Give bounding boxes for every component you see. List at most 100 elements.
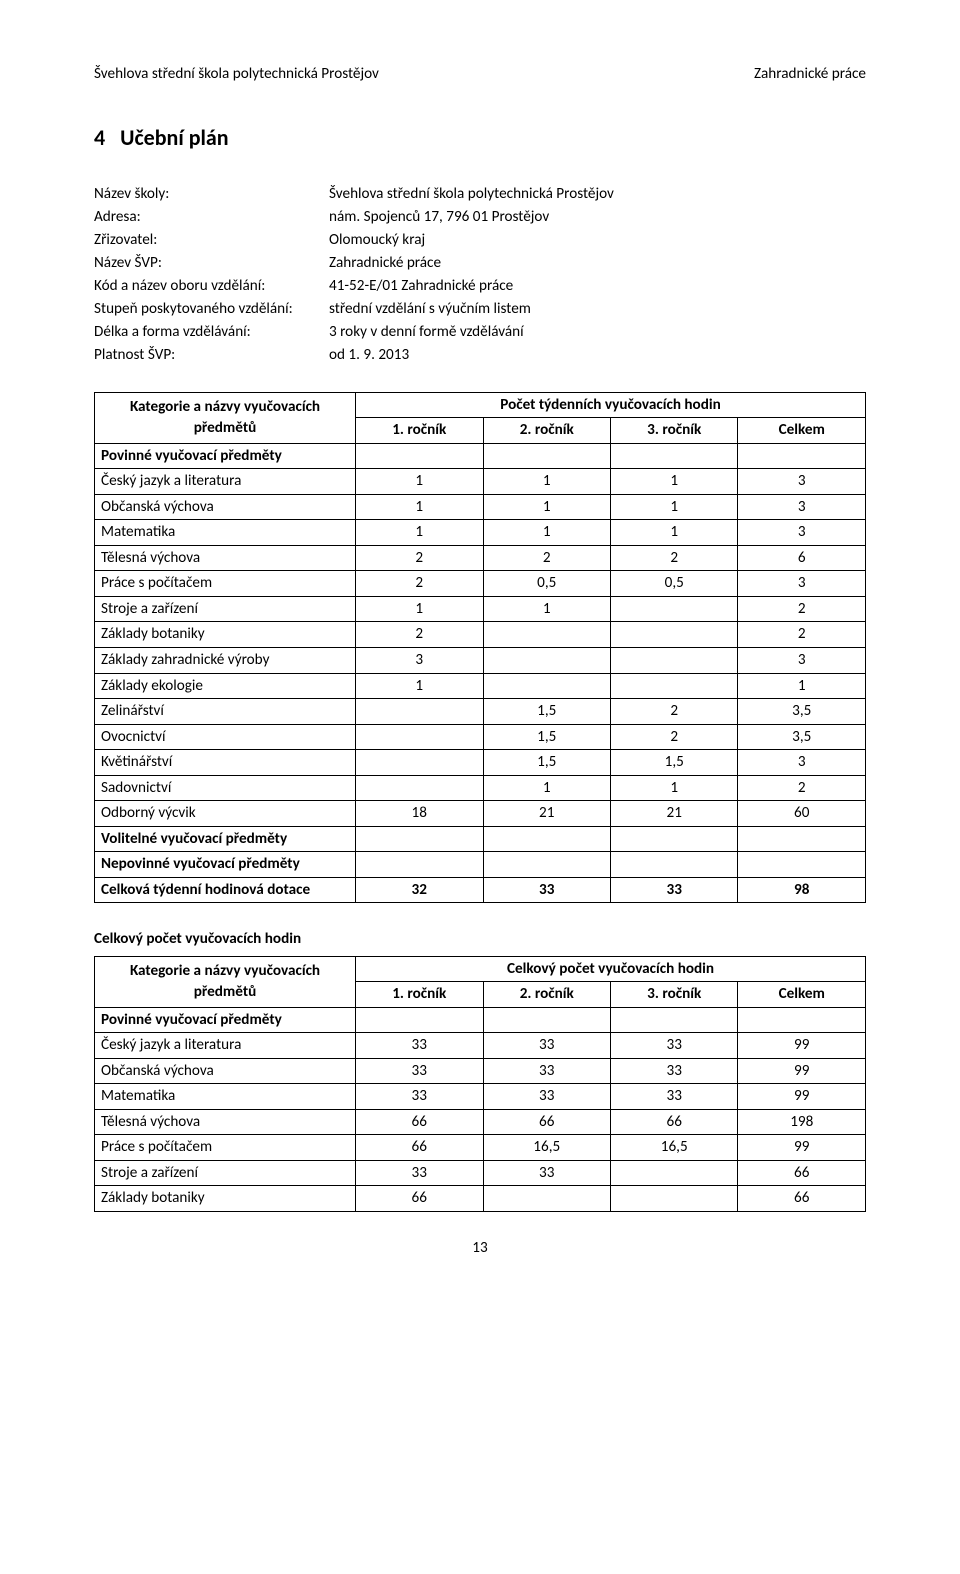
- table-row: Český jazyk a literatura33333399: [95, 1033, 866, 1059]
- row-label: Odborný výcvik: [95, 801, 356, 827]
- row-label: Občanská výchova: [95, 1058, 356, 1084]
- meta-value: 41-52-E/01 Zahradnické práce: [329, 276, 866, 297]
- row-cell: 1: [483, 469, 610, 495]
- table-row: Tělesná výchova2226: [95, 545, 866, 571]
- weekly-hours-table-column-header: 3. ročník: [610, 418, 737, 444]
- meta-value: Olomoucký kraj: [329, 230, 866, 251]
- row-cell: [738, 443, 866, 469]
- row-cell: [610, 596, 737, 622]
- meta-value: nám. Spojenců 17, 796 01 Prostějov: [329, 207, 866, 228]
- table-row: Stroje a zařízení333366: [95, 1160, 866, 1186]
- row-cell: 66: [483, 1109, 610, 1135]
- row-cell: 0,5: [610, 571, 737, 597]
- total-hours-table-heading-right: Celkový počet vyučovacích hodin: [356, 956, 866, 982]
- row-cell: 1,5: [610, 750, 737, 776]
- row-cell: 1: [356, 596, 483, 622]
- row-label: Český jazyk a literatura: [95, 1033, 356, 1059]
- row-cell: 33: [483, 1033, 610, 1059]
- row-cell: [483, 1007, 610, 1033]
- table-row: Tělesná výchova666666198: [95, 1109, 866, 1135]
- row-cell: 1: [610, 469, 737, 495]
- row-label: Základy botaniky: [95, 622, 356, 648]
- section-name: Učební plán: [120, 124, 229, 151]
- row-cell: [610, 1186, 737, 1212]
- row-cell: [356, 750, 483, 776]
- meta-value: Švehlova střední škola polytechnická Pro…: [329, 184, 866, 205]
- row-label: Ovocnictví: [95, 724, 356, 750]
- row-cell: 99: [738, 1135, 866, 1161]
- row-cell: 3,5: [738, 699, 866, 725]
- row-cell: 33: [483, 1058, 610, 1084]
- row-cell: 33: [610, 1033, 737, 1059]
- meta-label: Zřizovatel:: [94, 230, 329, 251]
- row-cell: [738, 852, 866, 878]
- row-cell: 66: [738, 1186, 866, 1212]
- row-cell: [610, 673, 737, 699]
- row-cell: [610, 826, 737, 852]
- weekly-hours-table-heading-left: Kategorie a názvy vyučovacích předmětů: [95, 392, 356, 443]
- meta-label: Název školy:: [94, 184, 329, 205]
- table-row: Povinné vyučovací předměty: [95, 1007, 866, 1033]
- meta-label: Adresa:: [94, 207, 329, 228]
- row-cell: 1: [610, 520, 737, 546]
- row-cell: 2: [610, 724, 737, 750]
- row-cell: 66: [356, 1135, 483, 1161]
- table-row: Základy ekologie11: [95, 673, 866, 699]
- row-cell: 33: [483, 1160, 610, 1186]
- row-label: Občanská výchova: [95, 494, 356, 520]
- row-cell: 6: [738, 545, 866, 571]
- row-label: Volitelné vyučovací předměty: [95, 826, 356, 852]
- row-cell: [483, 622, 610, 648]
- header-right: Zahradnické práce: [754, 64, 866, 85]
- total-hours-table-heading-left: Kategorie a názvy vyučovacích předmětů: [95, 956, 356, 1007]
- row-label: Práce s počítačem: [95, 571, 356, 597]
- row-cell: [610, 1007, 737, 1033]
- row-cell: 3: [738, 750, 866, 776]
- row-cell: 1: [483, 596, 610, 622]
- row-cell: [483, 443, 610, 469]
- row-cell: 33: [356, 1160, 483, 1186]
- row-cell: 2: [356, 545, 483, 571]
- row-cell: 1: [356, 520, 483, 546]
- row-cell: [483, 1186, 610, 1212]
- row-cell: 66: [356, 1109, 483, 1135]
- row-cell: [738, 1007, 866, 1033]
- section-title: 4 Učební plán: [94, 123, 866, 153]
- weekly-hours-table: Kategorie a názvy vyučovacích předmětůPo…: [94, 392, 866, 903]
- row-label: Základy ekologie: [95, 673, 356, 699]
- row-label: Matematika: [95, 520, 356, 546]
- table-row: Celková týdenní hodinová dotace32333398: [95, 877, 866, 903]
- table-row: Matematika33333399: [95, 1084, 866, 1110]
- row-label: Povinné vyučovací předměty: [95, 443, 356, 469]
- row-label: Sadovnictví: [95, 775, 356, 801]
- row-cell: [610, 622, 737, 648]
- page-number: 13: [94, 1238, 866, 1259]
- row-cell: [610, 852, 737, 878]
- row-label: Český jazyk a literatura: [95, 469, 356, 495]
- row-cell: 16,5: [610, 1135, 737, 1161]
- row-cell: [483, 826, 610, 852]
- meta-label: Platnost ŠVP:: [94, 345, 329, 366]
- row-cell: 198: [738, 1109, 866, 1135]
- row-cell: 2: [610, 699, 737, 725]
- row-cell: 33: [483, 1084, 610, 1110]
- row-cell: 3: [738, 494, 866, 520]
- row-cell: 1: [356, 673, 483, 699]
- row-cell: 33: [610, 877, 737, 903]
- row-cell: [483, 673, 610, 699]
- meta-block: Název školy:Švehlova střední škola polyt…: [94, 184, 866, 366]
- table-row: Povinné vyučovací předměty: [95, 443, 866, 469]
- row-label: Tělesná výchova: [95, 1109, 356, 1135]
- row-cell: 33: [610, 1058, 737, 1084]
- row-cell: 3: [738, 571, 866, 597]
- row-cell: 0,5: [483, 571, 610, 597]
- row-cell: 33: [356, 1058, 483, 1084]
- row-cell: 1: [483, 494, 610, 520]
- meta-value: 3 roky v denní formě vzdělávání: [329, 322, 866, 343]
- table-row: Práce s počítačem20,50,53: [95, 571, 866, 597]
- row-cell: 66: [356, 1186, 483, 1212]
- meta-value: Zahradnické práce: [329, 253, 866, 274]
- table-row: Český jazyk a literatura1113: [95, 469, 866, 495]
- row-cell: 66: [610, 1109, 737, 1135]
- weekly-hours-table-column-header: Celkem: [738, 418, 866, 444]
